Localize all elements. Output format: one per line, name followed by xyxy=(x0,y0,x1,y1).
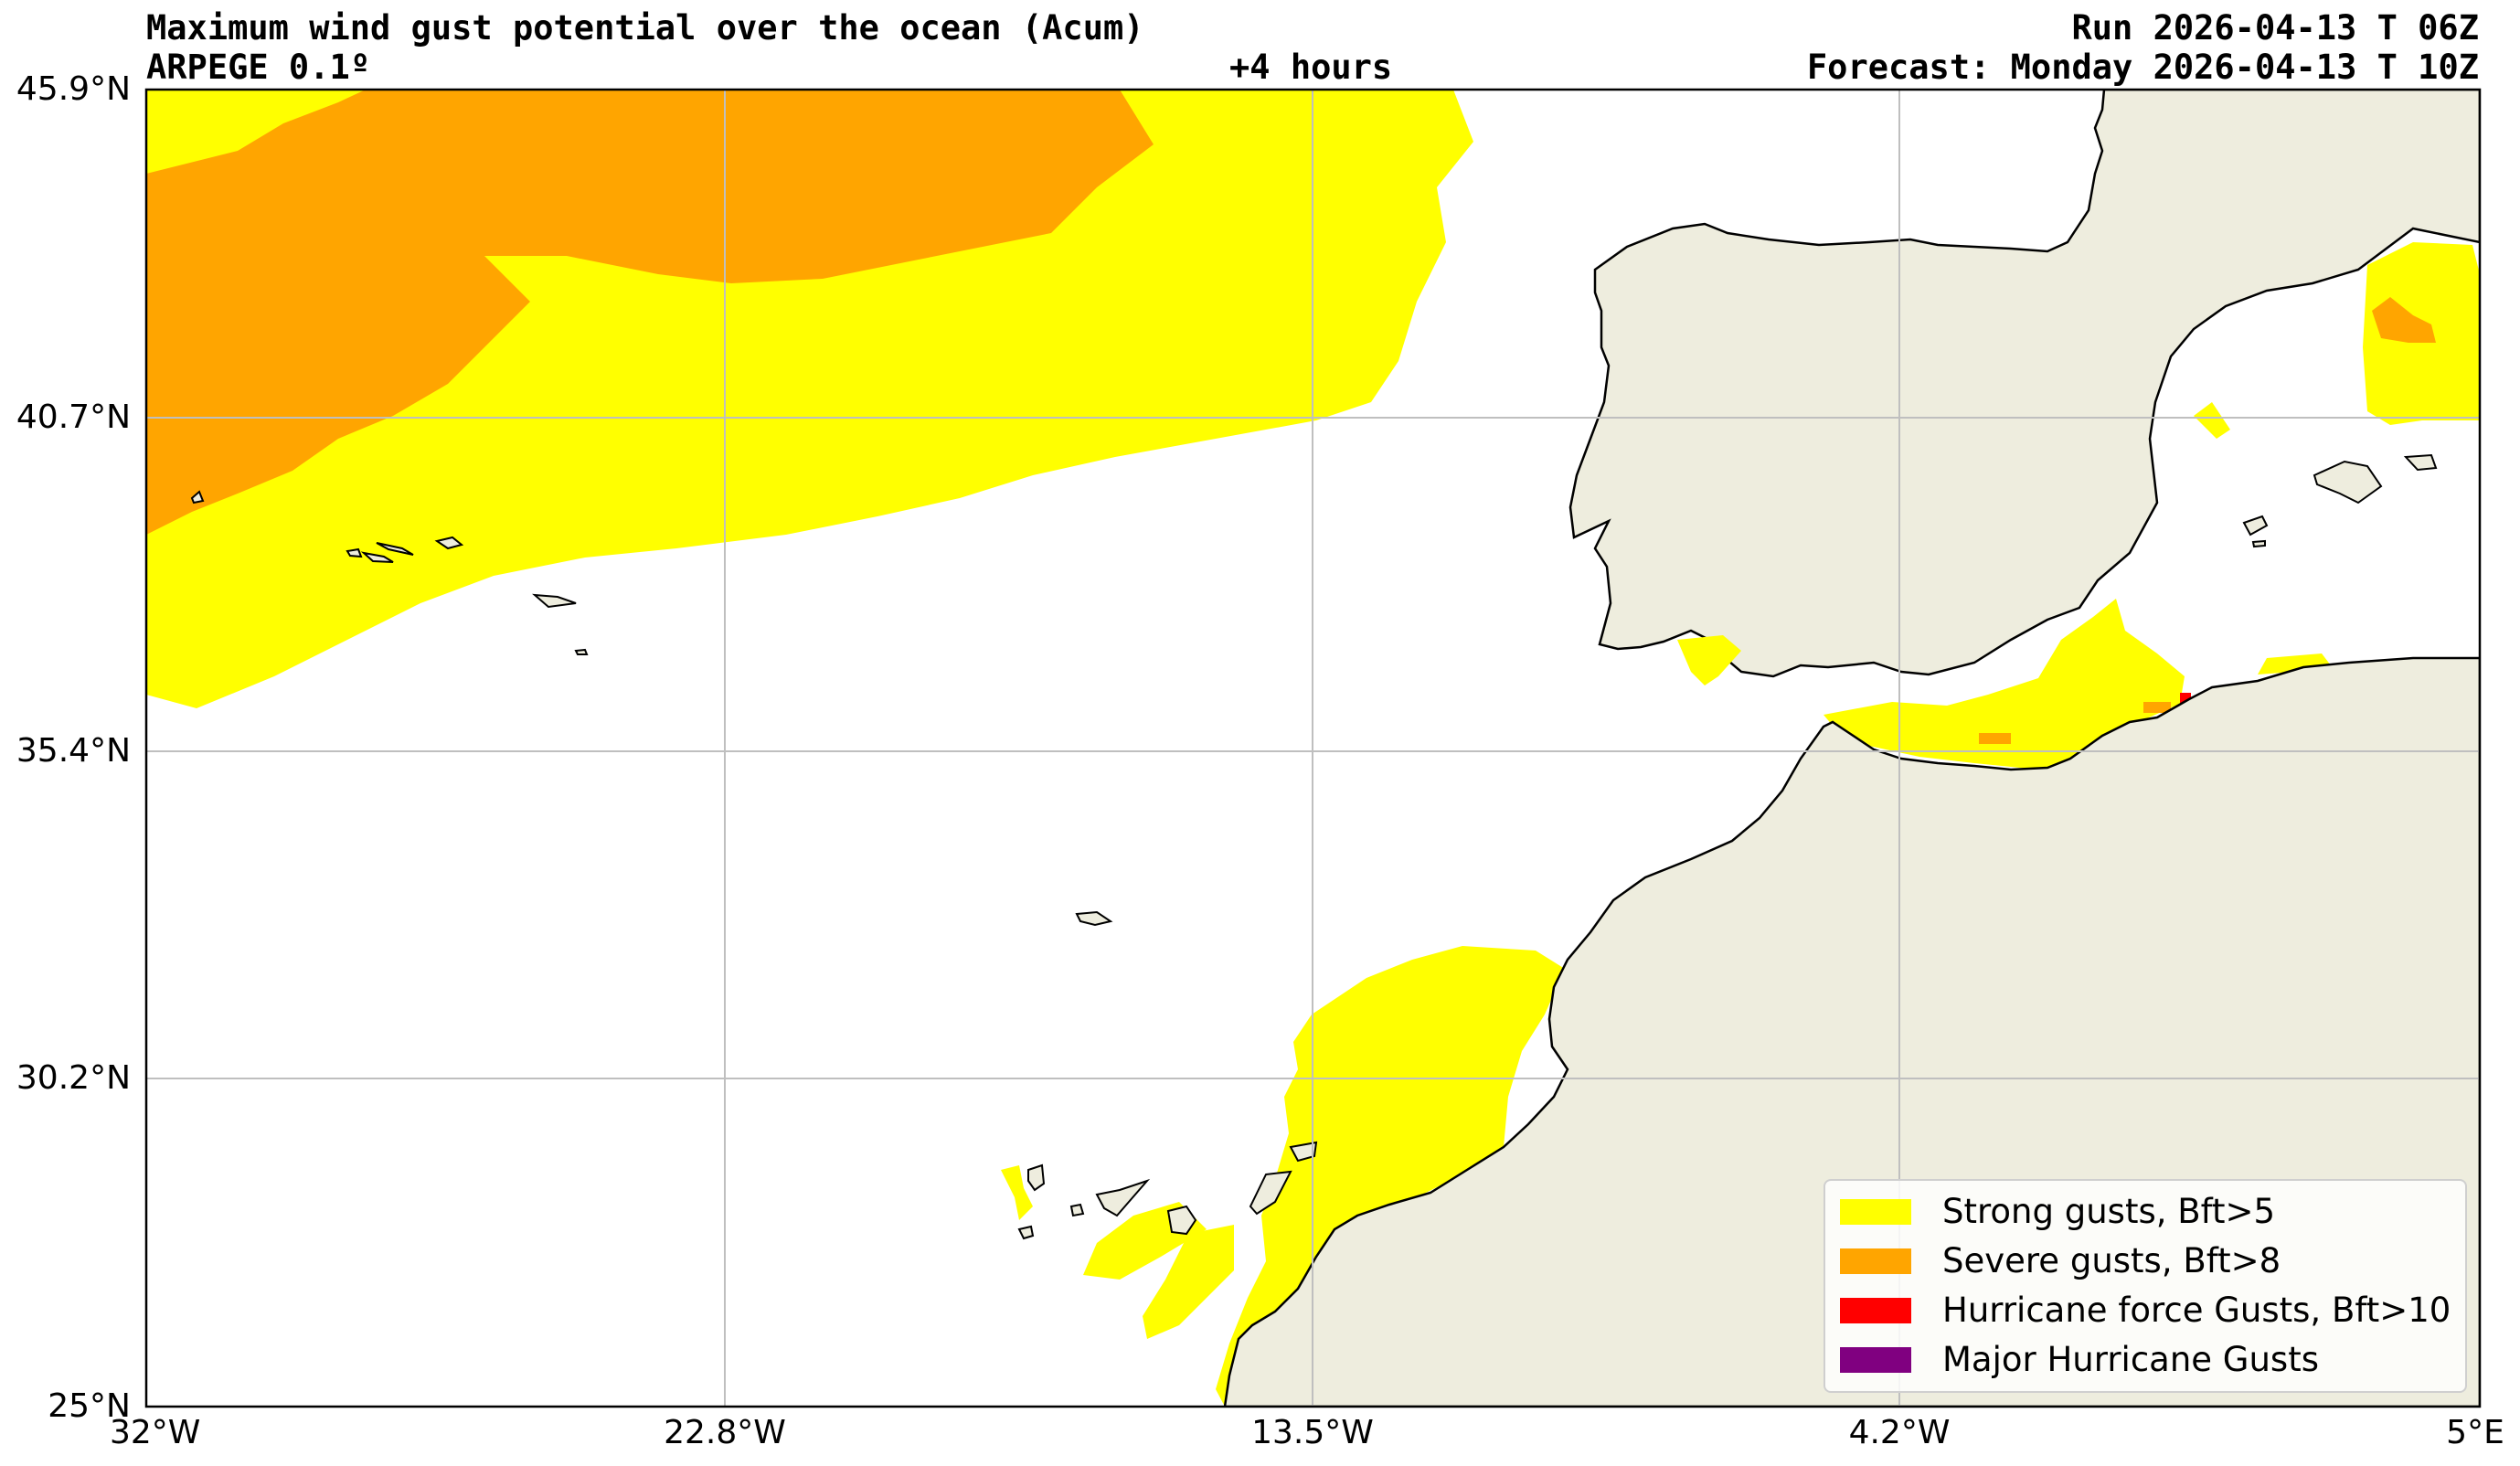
lon-tick-label: 13.5°W xyxy=(1251,1414,1374,1451)
lon-tick-label: 32°W xyxy=(110,1414,201,1451)
island-fuerteventura xyxy=(1249,1170,1292,1216)
island-el-hierro xyxy=(1017,1225,1035,1240)
island-gran-canaria xyxy=(1166,1205,1197,1236)
severe-gust-spot-alboran xyxy=(1979,733,2011,744)
map-title: Maximum wind gust potential over the oce… xyxy=(146,8,1144,48)
island-azores-2 xyxy=(346,547,363,558)
legend-label: Hurricane force Gusts, Bft>10 xyxy=(1942,1291,2451,1330)
strong-gust-area-canaries-south xyxy=(1143,1225,1234,1339)
land-iberia xyxy=(1568,90,2480,678)
strong-gust-area-gulf-of-cadiz xyxy=(1677,635,1741,685)
strong-gust-area-alboran xyxy=(1824,599,2185,770)
run-label: Run 2026-04-13 T 06Z xyxy=(2071,8,2479,48)
lon-tick-label: 4.2°W xyxy=(1848,1414,1951,1451)
lon-tick-label: 22.8°W xyxy=(664,1414,786,1451)
island-tenerife xyxy=(1095,1178,1151,1217)
island-mallorca xyxy=(2313,460,2383,505)
island-azores-6 xyxy=(532,593,577,609)
legend-swatch xyxy=(1840,1199,1911,1225)
severe-gust-spot-cabo-de-gata xyxy=(2143,702,2171,713)
lead-time-label: +4 hours xyxy=(1229,48,1393,87)
island-formentera xyxy=(2251,539,2266,548)
island-azores-4 xyxy=(376,542,414,556)
lat-tick-label: 40.7°N xyxy=(16,398,131,436)
legend-item-strong: Strong gusts, Bft>5 xyxy=(1840,1189,2275,1235)
strong-gust-area-valencia xyxy=(2194,402,2230,439)
island-lanzarote xyxy=(1289,1141,1318,1163)
island-azores-7 xyxy=(574,648,589,655)
model-label: ARPEGE 0.1º xyxy=(146,48,371,87)
legend-item-hurricane: Hurricane force Gusts, Bft>10 xyxy=(1840,1288,2451,1333)
legend: Strong gusts, Bft>5 Severe gusts, Bft>8 … xyxy=(1824,1179,2467,1393)
legend-label: Major Hurricane Gusts xyxy=(1942,1340,2319,1379)
strong-gust-area-balearic xyxy=(2258,653,2331,675)
island-menorca xyxy=(2403,453,2438,472)
island-azores-1 xyxy=(190,490,205,505)
severe-gust-spot-gulf-of-lion xyxy=(2372,297,2436,343)
lat-tick-label: 45.9°N xyxy=(16,70,131,108)
lat-tick-label: 30.2°N xyxy=(16,1059,131,1097)
legend-item-severe: Severe gusts, Bft>8 xyxy=(1840,1238,2281,1284)
strong-gust-area-canaries xyxy=(1216,946,1565,1407)
legend-label: Severe gusts, Bft>8 xyxy=(1942,1241,2281,1280)
severe-gust-area-north-atlantic xyxy=(146,90,1154,535)
legend-label: Strong gusts, Bft>5 xyxy=(1942,1192,2276,1231)
strong-gust-area-canaries-far-west xyxy=(1001,1165,1033,1220)
lat-tick-label: 25°N xyxy=(48,1387,131,1425)
island-ibiza xyxy=(2242,515,2269,536)
map-frame xyxy=(144,88,2482,1408)
island-azores-5 xyxy=(434,536,464,550)
island-azores-3 xyxy=(360,551,394,563)
lat-tick-label: 35.4°N xyxy=(16,732,131,770)
island-la-palma xyxy=(1027,1163,1046,1192)
island-la-gomera xyxy=(1069,1203,1085,1217)
forecast-label: Forecast: Monday 2026-04-13 T 10Z xyxy=(1806,48,2479,87)
graticule xyxy=(146,90,2480,1407)
legend-swatch xyxy=(1840,1248,1911,1274)
legend-item-major-hurricane: Major Hurricane Gusts xyxy=(1840,1337,2319,1383)
island-madeira xyxy=(1075,910,1113,927)
legend-swatch xyxy=(1840,1347,1911,1373)
legend-swatch xyxy=(1840,1298,1911,1323)
lon-tick-label: 5°E xyxy=(2446,1414,2504,1451)
